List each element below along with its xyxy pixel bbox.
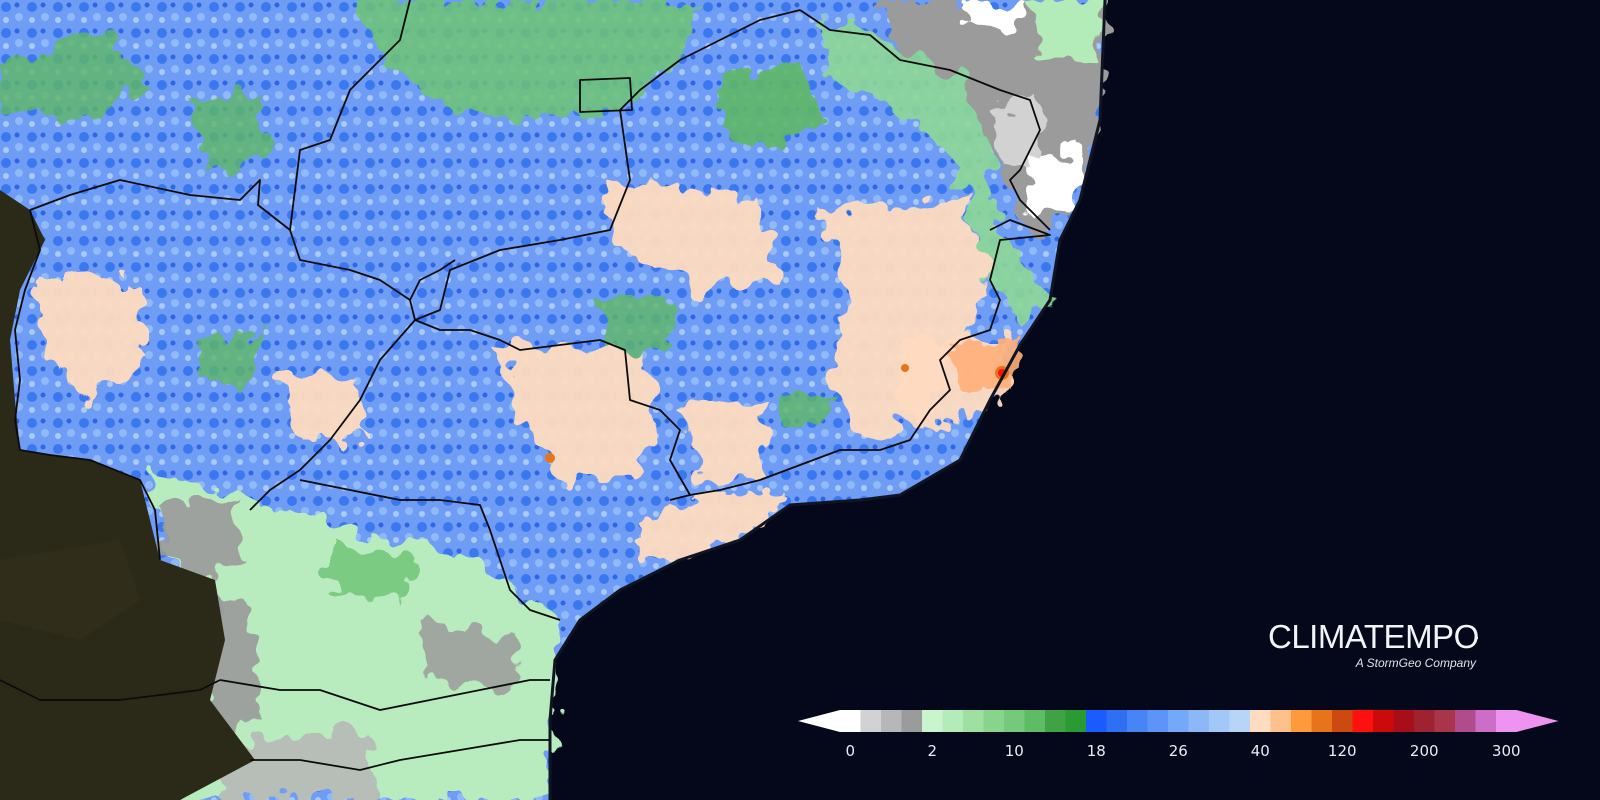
brand-name: CLIMATEMPO: [1268, 618, 1479, 655]
legend-swatch: [1086, 710, 1107, 732]
legend-swatch: [1311, 710, 1333, 732]
legend-swatch: [881, 710, 902, 732]
legend-swatch: [1106, 710, 1128, 732]
brand-name-text: CLIMATEMPO: [1268, 618, 1479, 655]
legend-tick-label: 26: [1168, 742, 1188, 760]
brand-tail-mark: [1475, 637, 1478, 639]
legend-swatch: [1024, 710, 1046, 732]
outside-region-land: [0, 190, 255, 800]
legend-tick-label: 300: [1491, 742, 1521, 760]
color-scale-legend: 0 2 10 18 26 40 120 200 300: [780, 706, 1570, 766]
legend-swatch: [963, 710, 984, 732]
legend-swatch: [860, 710, 882, 732]
legend-tick-labels: 0 2 10 18 26 40 120 200 300: [780, 742, 1570, 762]
legend-tick-label: 10: [1004, 742, 1024, 760]
legend-swatch: [1434, 710, 1456, 732]
legend-swatch: [1332, 710, 1353, 732]
legend-swatch: [1414, 710, 1435, 732]
legend-tick-label: 0: [845, 742, 856, 760]
legend-swatch: [942, 710, 964, 732]
climatempo-logo: CLIMATEMPO A StormGeo Company: [1268, 618, 1479, 671]
legend-swatch: [1496, 710, 1517, 732]
legend-swatch: [1393, 710, 1415, 732]
legend-min-arrow: [798, 710, 840, 732]
land-rain-field: [0, 0, 1105, 800]
legend-swatch: [1168, 710, 1189, 732]
legend-swatch: [1455, 710, 1476, 732]
legend-tick-label: 18: [1086, 742, 1106, 760]
brand-tagline: A StormGeo Company: [1355, 656, 1476, 670]
legend-swatch: [1147, 710, 1169, 732]
legend-swatch: [1270, 710, 1292, 732]
coastline: [548, 0, 1107, 800]
legend-tick-label: 2: [927, 742, 938, 760]
legend-swatch: [1250, 710, 1271, 732]
legend-color-bar: [798, 710, 1559, 732]
legend-swatch: [1291, 710, 1312, 732]
legend-tick-label: 40: [1250, 742, 1270, 760]
legend-swatch: [1127, 710, 1148, 732]
legend-swatch: [901, 710, 923, 732]
legend-swatch: [1229, 710, 1251, 732]
legend-tick-label: 200: [1409, 742, 1439, 760]
legend-swatch: [1188, 710, 1210, 732]
legend-swatch: [840, 710, 861, 732]
legend-swatch: [1373, 710, 1394, 732]
legend-swatch: [1209, 710, 1230, 732]
legend-swatch: [922, 710, 943, 732]
legend-swatch: [983, 710, 1005, 732]
legend-swatch: [1045, 710, 1066, 732]
legend-tick-label: 120: [1327, 742, 1357, 760]
legend-swatch: [1352, 710, 1374, 732]
state-borders: [0, 0, 1051, 771]
legend-swatch: [1065, 710, 1087, 732]
legend-swatch: [1004, 710, 1025, 732]
legend-swatch: [1475, 710, 1497, 732]
legend-max-arrow: [1516, 710, 1559, 732]
